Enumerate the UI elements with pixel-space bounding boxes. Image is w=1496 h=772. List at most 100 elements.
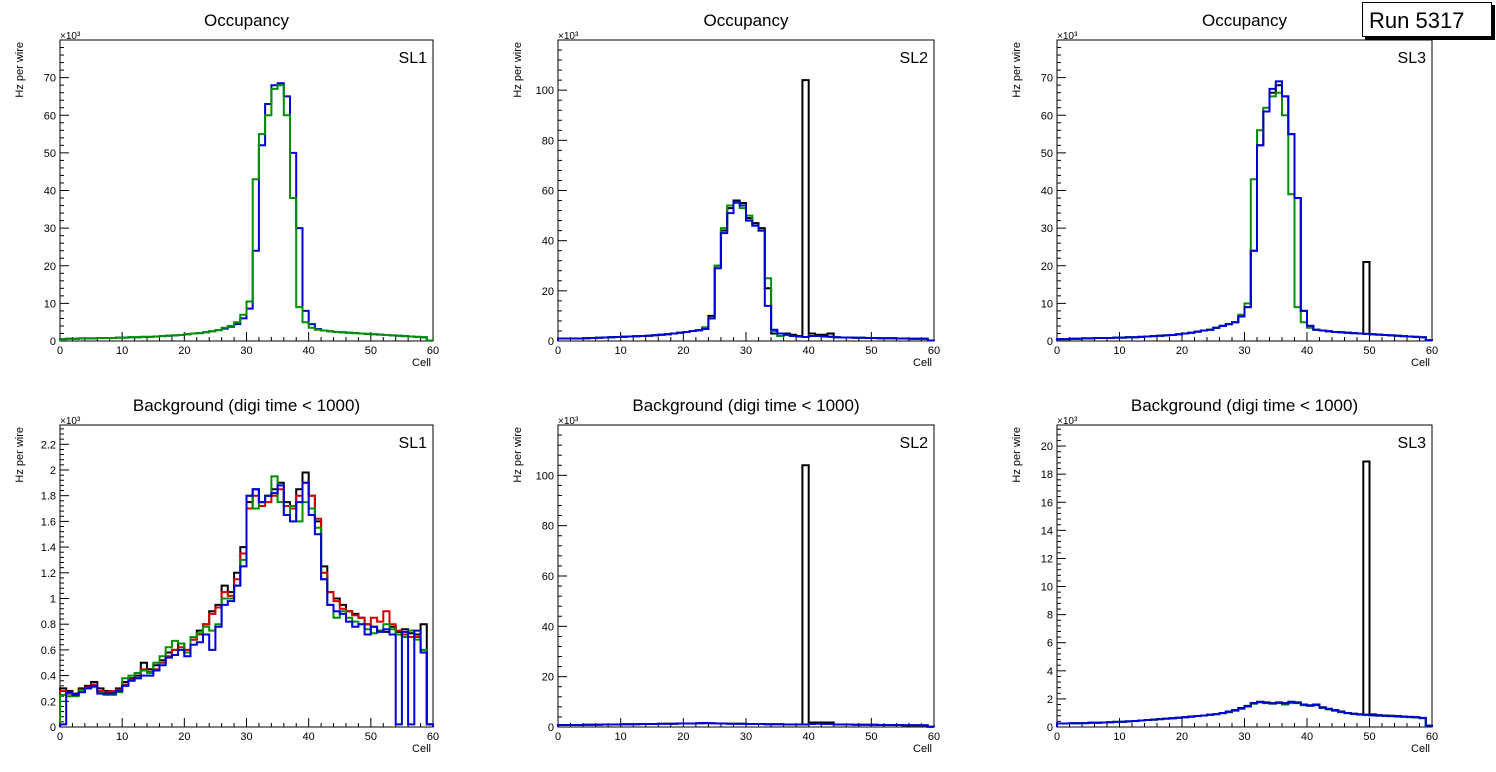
x-tick-label: 50 [365, 731, 377, 743]
x-tick-label: 10 [615, 345, 627, 357]
y-tick-label: 70 [44, 73, 56, 85]
superlayer-label: SL2 [900, 50, 929, 67]
x-tick-label: 40 [303, 731, 315, 743]
y-tick-label: 10 [44, 298, 56, 310]
y-tick-label: 0 [1047, 722, 1053, 734]
y-tick-label: 0 [50, 722, 56, 734]
x-tick-label: 50 [865, 731, 877, 743]
y-tick-label: 1.8 [41, 491, 56, 503]
x-tick-label: 40 [803, 345, 815, 357]
histogram-series-layer4 [558, 202, 934, 341]
y-tick-label: 0 [548, 336, 554, 348]
x-tick-label: 10 [1113, 345, 1125, 357]
plot-title: Background (digi time < 1000) [632, 396, 859, 415]
y-tick-label: 40 [542, 621, 554, 633]
plot-title: Occupancy [204, 11, 290, 30]
plot-title: Background (digi time < 1000) [133, 396, 360, 415]
x-tick-label: 20 [677, 731, 689, 743]
y-tick-label: 1.4 [41, 542, 56, 554]
x-axis-label: Cell [412, 357, 431, 369]
y-tick-label: 18 [1041, 469, 1053, 481]
x-tick-label: 10 [116, 731, 128, 743]
y-tick-label: 20 [1041, 441, 1053, 453]
histogram-series-layer1 [1057, 462, 1432, 728]
y-tick-label: 40 [542, 236, 554, 248]
y-tick-label: 40 [1041, 186, 1053, 198]
x-tick-label: 0 [555, 731, 561, 743]
y-tick-label: 0 [50, 336, 56, 348]
x-tick-label: 60 [1426, 345, 1438, 357]
x-tick-label: 10 [615, 731, 627, 743]
y-axis-label: Hz per wire [512, 42, 524, 98]
y-tick-label: 30 [44, 223, 56, 235]
x-tick-label: 10 [116, 345, 128, 357]
y-tick-label: 16 [1041, 497, 1053, 509]
y-tick-label: 2 [1047, 694, 1053, 706]
y-tick-label: 12 [1041, 553, 1053, 565]
x-tick-label: 30 [740, 731, 752, 743]
y-tick-label: 30 [1041, 223, 1053, 235]
histogram-panel-1: Occupancy SL1 Cell Hz per wire ×10³ 0 10 20 30 40… [14, 11, 439, 369]
y-tick-label: 60 [542, 571, 554, 583]
x-tick-label: 60 [427, 345, 439, 357]
x-tick-label: 30 [740, 345, 752, 357]
y-tick-label: 0.6 [41, 645, 56, 657]
x-tick-label: 40 [1301, 731, 1313, 743]
x-tick-label: 50 [1363, 731, 1375, 743]
y-tick-label: 14 [1041, 525, 1053, 537]
y-tick-label: 20 [1041, 261, 1053, 273]
x-tick-label: 40 [303, 345, 315, 357]
plot-frame [558, 425, 934, 727]
histogram-panel-6: Background (digi time < 1000)SL3CellHz p… [1011, 396, 1438, 755]
x-tick-label: 0 [1054, 731, 1060, 743]
x-axis-label: Cell [1411, 357, 1430, 369]
y-tick-label: 20 [542, 286, 554, 298]
y-tick-label: 2.2 [41, 439, 56, 451]
y-tick-label: 80 [542, 521, 554, 533]
y-tick-label: 0.2 [41, 696, 56, 708]
y-axis-multiplier: ×10³ [558, 416, 579, 427]
run-number-label: Run 5317 [1362, 2, 1492, 37]
x-tick-label: 50 [365, 345, 377, 357]
x-tick-label: 0 [57, 345, 63, 357]
histogram-canvas: OccupancySL1CellHz per wire×10³0 10 20 30 40… [0, 0, 1496, 772]
histogram-panel-2: Occupancy SL2 Cell Hz per wire ×10³ 0 10 20 30 40… [512, 11, 940, 369]
x-tick-label: 60 [928, 731, 940, 743]
superlayer-label: SL1 [399, 435, 428, 452]
x-tick-label: 50 [865, 345, 877, 357]
histogram-series-layer3 [60, 85, 433, 341]
y-tick-label: 50 [1041, 148, 1053, 160]
histogram-series-layer4 [1057, 81, 1432, 341]
plot-frame [1057, 40, 1432, 341]
histogram-panel-4: Background (digi time < 1000) SL1 Cell Hz p… [14, 396, 439, 755]
x-tick-label: 20 [1176, 731, 1188, 743]
x-axis-label: Cell [913, 743, 932, 755]
plot-title: Occupancy [703, 11, 789, 30]
x-tick-label: 60 [928, 345, 940, 357]
plot-frame [558, 40, 934, 341]
plot-title: Occupancy [1202, 11, 1288, 30]
x-tick-label: 10 [1113, 731, 1125, 743]
y-tick-label: 8 [1047, 610, 1053, 622]
x-tick-label: 40 [1301, 345, 1313, 357]
x-tick-label: 50 [1363, 345, 1375, 357]
y-axis-multiplier: ×10³ [558, 31, 579, 42]
x-tick-label: 40 [803, 731, 815, 743]
y-tick-label: 50 [44, 148, 56, 160]
x-tick-label: 30 [240, 731, 252, 743]
x-tick-label: 20 [1176, 345, 1188, 357]
y-tick-label: 10 [1041, 298, 1053, 310]
y-tick-label: 100 [536, 85, 554, 97]
y-tick-label: 10 [1041, 582, 1053, 594]
y-tick-label: 1 [50, 593, 56, 605]
y-tick-label: 4 [1047, 666, 1053, 678]
histogram-series-layer1 [558, 465, 934, 727]
y-tick-label: 0.4 [41, 671, 56, 683]
y-axis-multiplier: ×10³ [60, 416, 81, 427]
x-tick-label: 20 [677, 345, 689, 357]
plot-frame [60, 40, 433, 341]
y-tick-label: 100 [536, 470, 554, 482]
x-tick-label: 30 [1238, 731, 1250, 743]
x-tick-label: 60 [1426, 731, 1438, 743]
superlayer-label: SL3 [1398, 435, 1427, 452]
